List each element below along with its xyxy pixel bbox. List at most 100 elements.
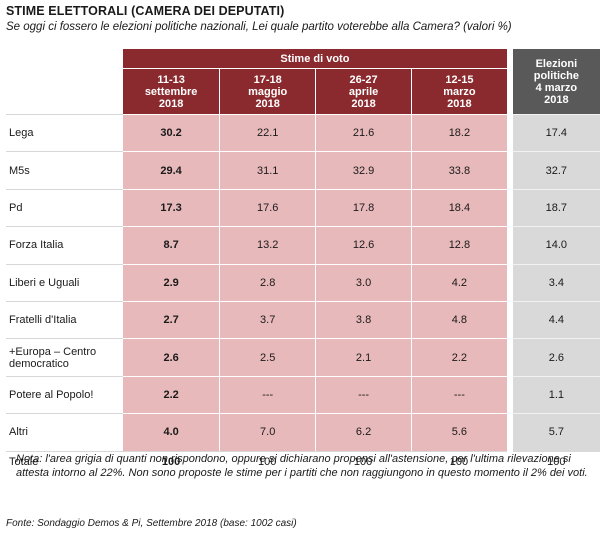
column-header-line: settembre — [144, 85, 198, 98]
value-cell: 21.6 — [315, 114, 411, 152]
elections-header-line: 4 marzo — [535, 81, 578, 94]
value-cell: 7.0 — [219, 413, 316, 451]
column-header-line: 2018 — [351, 97, 376, 110]
party-name: +Europa – Centro democratico — [6, 338, 123, 375]
total-value: 100 — [315, 450, 411, 473]
gap-cell — [506, 300, 513, 339]
party-name: Liberi e Uguali — [6, 263, 123, 301]
party-name: Potere al Popolo! — [6, 375, 123, 413]
total-value: 100 — [123, 450, 220, 473]
value-cell: 18.2 — [410, 114, 507, 152]
elections-header-line: Elezioni — [535, 57, 578, 70]
value-cell: 30.2 — [123, 114, 220, 152]
elections-cell: 32.7 — [512, 151, 600, 189]
elections-header-line: politiche — [533, 69, 579, 82]
elections-cell: 4.4 — [512, 300, 600, 339]
source-line: Fonte: Sondaggio Demos & Pi, Settembre 2… — [6, 518, 297, 529]
elections-cell: 5.7 — [512, 413, 600, 451]
table-row: Lega 30.2 22.1 21.6 18.2 17.4 — [6, 114, 600, 152]
value-cell: 8.7 — [123, 226, 220, 264]
vote-estimates-table: Stime di voto Elezioni politiche 4 marzo… — [6, 49, 600, 473]
column-header-sep: 11-13 settembre 2018 — [123, 69, 220, 114]
table-row: Potere al Popolo! 2.2 --- --- --- 1.1 — [6, 375, 600, 414]
gap-cell — [506, 338, 513, 376]
total-row: Totale 100 100 100 100 100 — [6, 450, 600, 473]
table-row: M5s 29.4 31.1 32.9 33.8 32.7 — [6, 151, 600, 189]
survey-question: Se oggi ci fossero le elezioni politiche… — [6, 21, 512, 33]
table-row: Pd 17.3 17.6 17.8 18.4 18.7 — [6, 188, 600, 227]
elections-cell: 3.4 — [512, 263, 600, 301]
table-row: Fratelli d'Italia 2.7 3.7 3.8 4.8 4.4 — [6, 300, 600, 339]
value-cell: 17.6 — [219, 188, 316, 227]
footnote: Nota: l'area grigia di quanti non rispon… — [16, 453, 588, 479]
value-cell: 17.3 — [123, 188, 220, 227]
value-cell: 2.2 — [123, 375, 220, 414]
column-header-line: aprile — [348, 85, 379, 98]
report-title: STIME ELETTORALI (CAMERA DEI DEPUTATI) — [6, 4, 285, 18]
value-cell: 17.8 — [315, 188, 411, 227]
column-header-mar: 12-15 marzo 2018 — [410, 69, 507, 114]
column-header-line: 2018 — [447, 97, 472, 110]
elections-cell: 14.0 — [512, 226, 600, 264]
column-header-may: 17-18 maggio 2018 — [219, 69, 316, 114]
total-label: Totale — [6, 450, 123, 473]
table-row: Forza Italia 8.7 13.2 12.6 12.8 14.0 — [6, 226, 600, 264]
column-header-line: 12-15 — [445, 73, 474, 86]
value-cell: 2.5 — [219, 338, 316, 376]
column-header-line: marzo — [443, 85, 476, 98]
value-cell: 3.8 — [315, 300, 411, 339]
table-row: Altri 4.0 7.0 6.2 5.6 5.7 — [6, 413, 600, 451]
value-cell: 12.8 — [410, 226, 507, 264]
value-cell: 2.7 — [123, 300, 220, 339]
total-value: 100 — [410, 450, 507, 473]
column-header-line: 11-13 — [157, 73, 185, 86]
gap-cell — [506, 188, 513, 227]
value-cell: 12.6 — [315, 226, 411, 264]
column-header-line: maggio — [248, 85, 288, 98]
elections-cell: 1.1 — [512, 375, 600, 414]
value-cell: --- — [410, 375, 507, 414]
value-cell: --- — [219, 375, 316, 414]
value-cell: 4.8 — [410, 300, 507, 339]
gap-cell — [506, 151, 513, 189]
elections-header: Elezioni politiche 4 marzo 2018 — [512, 49, 600, 114]
column-header-line: 26-27 — [349, 73, 378, 86]
party-name: Forza Italia — [6, 226, 123, 263]
value-cell: 2.8 — [219, 263, 316, 301]
column-header-line: 2018 — [158, 97, 184, 110]
elections-cell: 18.7 — [512, 188, 600, 227]
value-cell: 6.2 — [315, 413, 411, 451]
elections-cell: 2.6 — [512, 338, 600, 376]
value-cell: 2.9 — [123, 263, 220, 301]
party-name: Fratelli d'Italia — [6, 300, 123, 338]
value-cell: 4.2 — [410, 263, 507, 301]
gap-cell — [506, 114, 513, 152]
party-name: Pd — [6, 188, 123, 226]
group-header-stime: Stime di voto — [123, 49, 507, 69]
value-cell: 31.1 — [219, 151, 316, 189]
value-cell: 29.4 — [123, 151, 220, 189]
total-elections: 100 — [512, 450, 600, 473]
party-name: M5s — [6, 151, 123, 188]
value-cell: 3.0 — [315, 263, 411, 301]
value-cell: 33.8 — [410, 151, 507, 189]
gap-cell — [506, 375, 513, 414]
gap-cell — [506, 413, 513, 451]
corner-cell — [6, 49, 123, 69]
gap-cell — [506, 226, 513, 264]
column-header-line: 17-18 — [253, 73, 282, 86]
gap-cell — [506, 263, 513, 301]
table-row: +Europa – Centro democratico 2.6 2.5 2.1… — [6, 338, 600, 376]
party-name: Lega — [6, 114, 123, 151]
value-cell: 32.9 — [315, 151, 411, 189]
value-cell: 2.6 — [123, 338, 220, 376]
column-header-line: 2018 — [255, 97, 280, 110]
value-cell: 3.7 — [219, 300, 316, 339]
value-cell: 4.0 — [123, 413, 220, 451]
value-cell: 18.4 — [410, 188, 507, 227]
header-gap — [507, 69, 513, 114]
corner-cell — [6, 69, 123, 114]
value-cell: 22.1 — [219, 114, 316, 152]
value-cell: 5.6 — [410, 413, 507, 451]
value-cell: --- — [315, 375, 411, 414]
